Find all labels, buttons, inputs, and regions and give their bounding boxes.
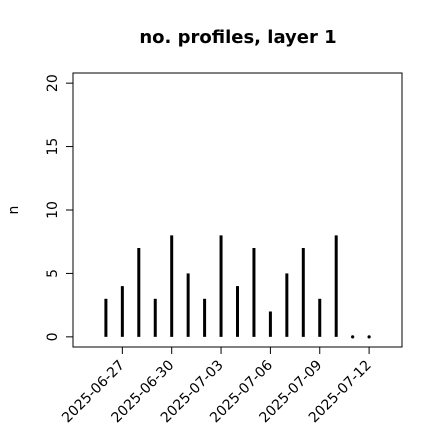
y-tick-label: 5 (45, 269, 61, 278)
y-tick-label: 15 (45, 138, 61, 156)
bar (351, 335, 355, 339)
chart-title: no. profiles, layer 1 (139, 27, 336, 48)
y-tick-label: 0 (45, 332, 61, 341)
y-tick-label: 10 (45, 201, 61, 219)
bar (367, 335, 371, 339)
y-tick-label: 20 (45, 74, 61, 92)
y-axis-label: n (6, 206, 22, 215)
